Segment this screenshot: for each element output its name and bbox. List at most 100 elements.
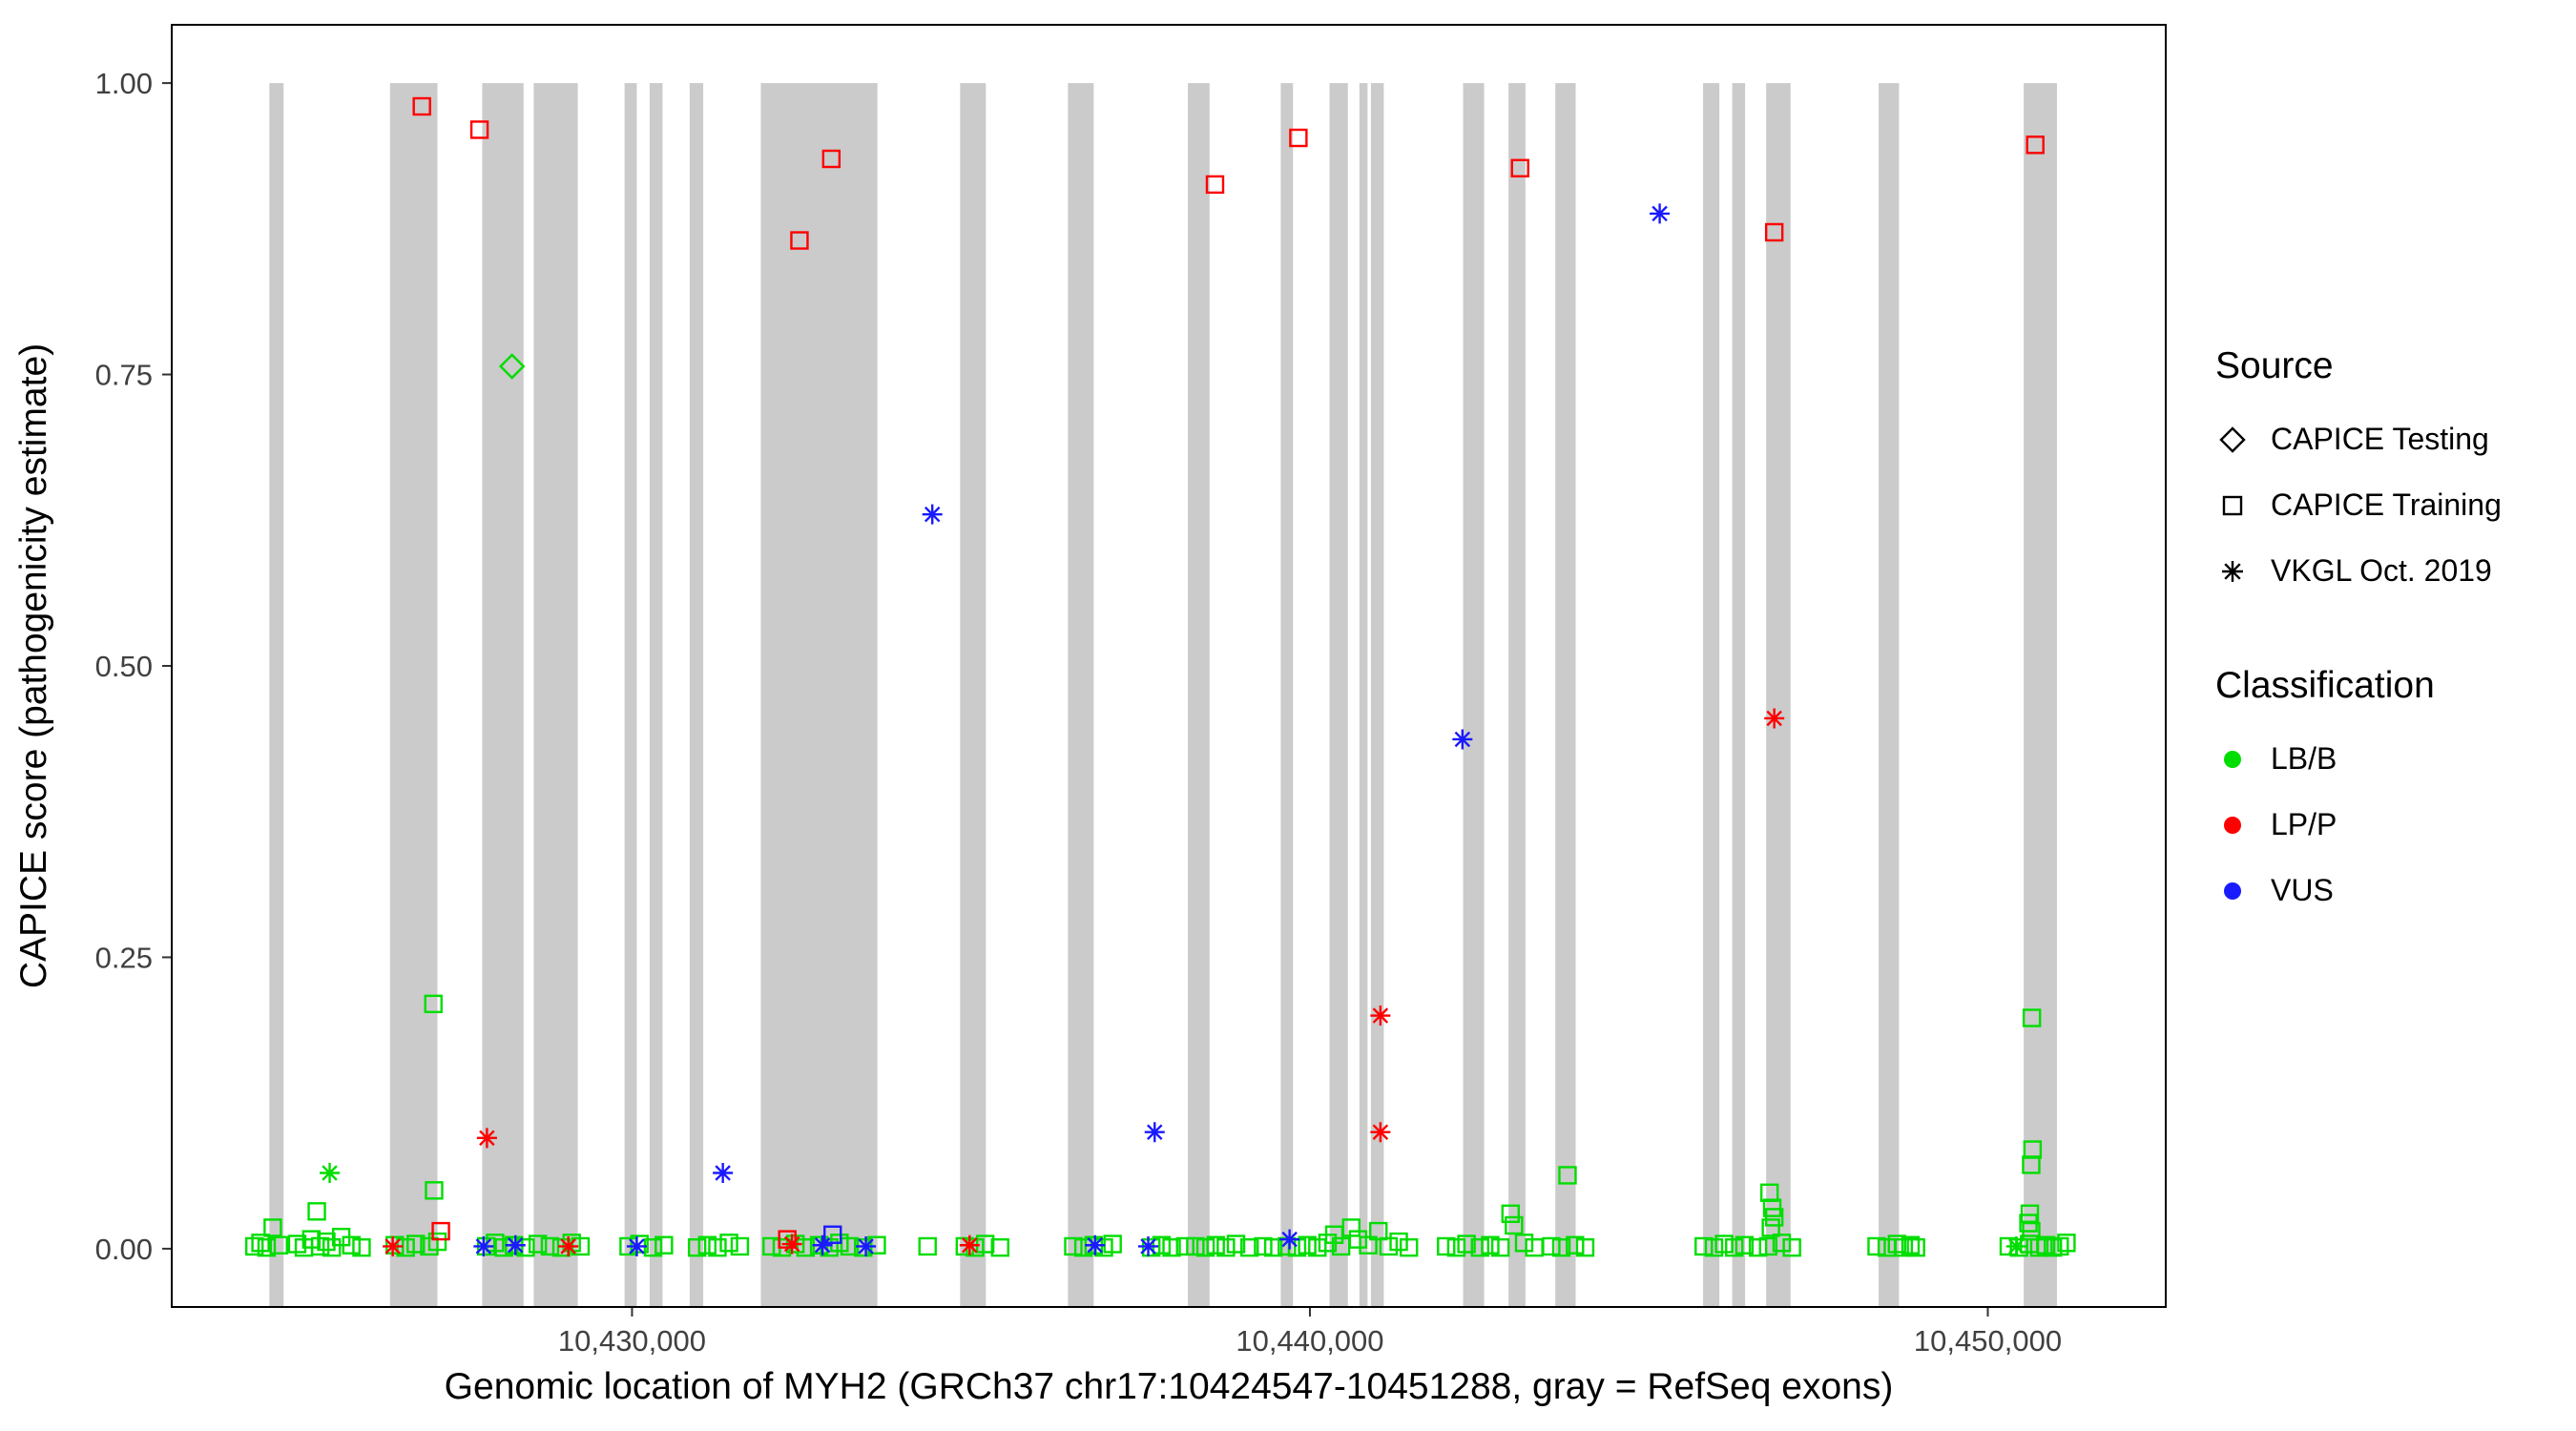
data-point-square (1714, 1234, 1734, 1254)
data-point-diamond (498, 353, 526, 380)
y-axis-title: CAPICE score (pathogenicity estimate) (13, 343, 54, 988)
panel-border (171, 24, 2167, 1308)
data-point-square (310, 1236, 330, 1256)
exon-bar (1068, 83, 1094, 1307)
data-point-square (1103, 1234, 1122, 1254)
data-point-square (1481, 1235, 1500, 1255)
data-point-square (1162, 1237, 1181, 1257)
data-point-square (342, 1235, 361, 1255)
data-point-square (1505, 1215, 1524, 1235)
exon-bar (2024, 83, 2057, 1307)
data-point-square (352, 1237, 371, 1257)
exon-bar (624, 83, 637, 1307)
data-point-asterisk (1452, 729, 1473, 750)
data-point-square (1772, 1234, 1792, 1253)
data-point-square (1206, 1235, 1225, 1255)
data-point-asterisk (713, 1162, 734, 1183)
data-point-square (1887, 1234, 1906, 1254)
data-point-square (317, 1232, 336, 1252)
x-axis-title: Genomic location of MYH2 (GRCh37 chr17:1… (445, 1366, 1894, 1407)
data-point-square (1446, 1237, 1466, 1257)
data-point-square (1186, 1236, 1205, 1256)
data-point-asterisk (1279, 1229, 1300, 1250)
data-point-square (1764, 222, 1784, 242)
exon-bar (1555, 83, 1576, 1307)
data-point-square (1379, 1236, 1399, 1256)
data-point-square (1152, 1235, 1172, 1255)
data-point-square (1195, 1237, 1215, 1257)
x-tick-label: 10,440,000 (1236, 1324, 1383, 1358)
data-point-asterisk (856, 1235, 877, 1256)
data-point-square (424, 994, 443, 1014)
data-point-square (1501, 1204, 1520, 1223)
exon-bar (1359, 83, 1368, 1307)
data-point-square (1735, 1235, 1755, 1255)
data-point-square (854, 1237, 873, 1257)
data-point-square (427, 1232, 447, 1252)
exon-bar (1766, 83, 1791, 1307)
data-point-square (654, 1235, 674, 1255)
data-point-square (630, 1234, 649, 1254)
legend: Source CAPICE Testing CAPICE Training VK… (2215, 345, 2502, 985)
data-point-square (2036, 1235, 2056, 1255)
data-point-asterisk (320, 1162, 341, 1183)
data-point-square (1894, 1237, 1914, 1257)
data-point-square (1782, 1237, 1801, 1257)
data-point-square (322, 1237, 342, 1257)
data-point-square (2025, 135, 2045, 155)
data-point-square (1298, 1235, 1317, 1255)
data-point-square (1205, 175, 1225, 195)
data-point-square (955, 1236, 975, 1256)
data-point-square (1575, 1237, 1595, 1257)
data-point-square (257, 1237, 277, 1257)
data-point-square (396, 1237, 415, 1257)
legend-item-vus: VUS (2215, 873, 2502, 908)
data-point-square (307, 1202, 326, 1221)
legend-item-vkgl: VKGL Oct. 2019 (2215, 553, 2502, 589)
data-point-asterisk (1370, 1122, 1391, 1143)
data-point-square (918, 1236, 937, 1256)
legend-item-lpp: LP/P (2215, 807, 2502, 842)
data-point-square (406, 1234, 426, 1254)
data-point-asterisk (812, 1234, 833, 1255)
exon-bar (1280, 83, 1294, 1307)
data-point-asterisk (922, 504, 943, 525)
square-icon (2222, 495, 2243, 515)
data-point-square (1764, 1208, 1784, 1227)
legend-classification-group: Classification LB/B LP/P VUS (2215, 665, 2502, 908)
legend-classification-title: Classification (2215, 665, 2435, 706)
data-point-square (1389, 1232, 1408, 1252)
data-point-square (1758, 1236, 1777, 1256)
data-point-asterisk (781, 1234, 802, 1255)
exon-bar (482, 83, 524, 1307)
data-point-square (251, 1234, 270, 1253)
data-point-square (269, 1235, 288, 1255)
data-point-asterisk (2005, 1235, 2026, 1256)
data-point-square (1341, 1218, 1361, 1237)
exon-bar (389, 83, 438, 1307)
data-point-square (1240, 1237, 1259, 1257)
red-dot-icon (2224, 816, 2241, 834)
data-point-square (244, 1236, 264, 1256)
data-point-square (2020, 1204, 2040, 1223)
exon-bar (269, 83, 284, 1307)
exon-bar (960, 83, 987, 1307)
data-point-square (425, 1181, 444, 1200)
data-point-asterisk (473, 1235, 494, 1256)
data-point-square (1142, 1237, 1161, 1257)
data-point-asterisk (558, 1235, 579, 1256)
y-tick-label: 0.50 (95, 650, 153, 683)
data-point-square (1510, 158, 1529, 177)
data-point-square (469, 120, 489, 139)
data-point-asterisk (959, 1234, 980, 1255)
data-point-square (1761, 1218, 1780, 1237)
legend-item-label: CAPICE Training (2271, 487, 2502, 522)
data-point-asterisk (1085, 1234, 1106, 1255)
y-tick-label: 0.00 (95, 1233, 153, 1266)
data-point-square (287, 1234, 307, 1254)
data-point-square (823, 1225, 842, 1244)
data-point-square (1725, 1237, 1744, 1257)
data-point-square (1064, 1236, 1083, 1256)
exon-bar (1463, 83, 1485, 1307)
